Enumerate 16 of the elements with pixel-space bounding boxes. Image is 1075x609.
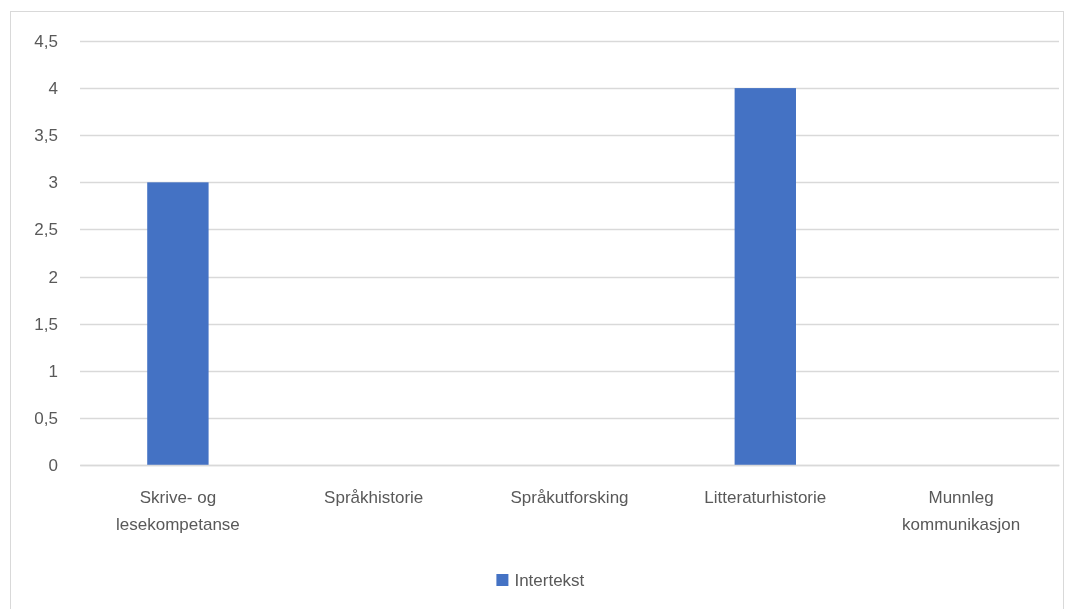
y-tick-label: 0 [48,455,58,475]
y-tick-label: 2 [48,267,58,287]
x-tick-label: Språkutforsking [510,488,629,507]
y-tick-label: 4 [48,79,58,99]
y-tick-label: 2,5 [34,220,58,240]
y-tick-label: 3 [48,173,58,193]
x-tick-label: Litteraturhistorie [704,488,827,507]
x-tick-label: Skrive- og lesekompetanse [115,488,240,534]
y-tick-label: 1,5 [34,314,58,334]
legend-label: Intertekst [514,570,585,590]
x-tick-label: Språkhistorie [324,488,424,507]
x-tick-label: Munnleg kommunikasjon [902,488,1021,534]
y-tick-label: 4,5 [34,31,58,51]
y-tick-label: 3,5 [34,126,58,146]
y-tick-label: 0,5 [34,408,58,428]
y-tick-label: 1 [48,361,58,381]
